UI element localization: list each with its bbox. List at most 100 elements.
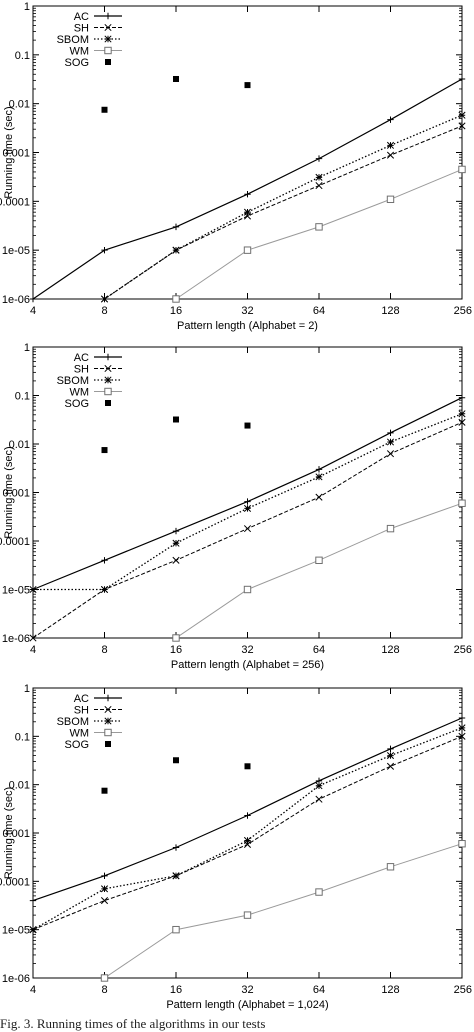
data-point-sbom [172, 539, 180, 547]
series-ac [29, 714, 466, 904]
y-tick-label: 0.0001 [0, 876, 30, 888]
x-tick-label: 32 [241, 305, 253, 317]
data-point-sbom [29, 585, 37, 594]
x-tick-label: 128 [381, 984, 399, 996]
series-sog [101, 416, 251, 454]
legend-label: WM [69, 46, 89, 58]
data-point-sh [100, 897, 109, 905]
series-line-wm [175, 502, 463, 639]
y-tick-label: 0.0001 [0, 536, 30, 548]
series-wm [172, 165, 466, 303]
legend-marker [104, 23, 112, 32]
data-point-wm [243, 246, 252, 254]
x-tick-label: 16 [170, 984, 182, 996]
x-tick-label: 4 [30, 305, 36, 317]
data-point-ac [29, 897, 37, 904]
y-tick-label: 1e-06 [2, 294, 30, 306]
legend-label: AC [74, 352, 89, 364]
series-sh [29, 418, 466, 642]
legend-marker [104, 728, 112, 737]
data-point-wm [386, 195, 395, 204]
data-point-sbom [172, 872, 180, 880]
x-tick-label: 256 [454, 305, 472, 317]
legend-marker [104, 376, 112, 384]
legend-label: SBOM [57, 34, 89, 46]
legend-label: SOG [65, 57, 89, 69]
legend-marker [104, 717, 112, 725]
y-tick-label: 1e-05 [2, 585, 30, 597]
data-point-sbom [386, 438, 395, 446]
chart-panel-1: 1e-06 1e-05 0.0001 0.001 0.01 0.1 1 4 8 16 32 64 128… [0, 1, 472, 332]
legend-label: SH [74, 705, 89, 717]
legend-label: AC [74, 11, 89, 23]
data-point-ac [387, 745, 394, 753]
y-tick-label: 1 [24, 342, 30, 354]
data-point-sog [244, 82, 251, 89]
data-point-sbom [458, 724, 466, 732]
data-point-sbom [29, 926, 37, 934]
plot-frame [32, 687, 463, 979]
data-point-sh [315, 182, 323, 190]
data-point-ac [315, 466, 323, 473]
y-tick-label: 0.1 [15, 391, 30, 403]
y-tick-label: 1e-06 [2, 973, 30, 985]
figure-caption: Fig. 3. Running times of the algorithms … [0, 1016, 266, 1031]
legend-label: SBOM [57, 375, 89, 387]
legend-marker [104, 12, 112, 20]
y-tick-label: 0.01 [9, 99, 30, 111]
data-point-sh [243, 525, 252, 533]
legend-marker [104, 353, 112, 361]
data-point-sbom [315, 473, 323, 481]
chart-panel-2: 1e-06 1e-05 0.0001 0.001 0.01 0.1 1 4 8 16 32 64 128… [0, 342, 472, 671]
x-tick-label: 8 [101, 644, 107, 656]
legend-marker [104, 364, 112, 373]
data-point-wm [315, 556, 323, 565]
y-axis-title: Running time (sec) [3, 446, 15, 538]
data-point-sbom [100, 295, 109, 303]
series-wm [100, 840, 466, 982]
y-tick-label: 0.001 [2, 828, 30, 840]
x-tick-label: 32 [241, 644, 253, 656]
data-point-sbom [243, 504, 252, 512]
y-tick-label: 0.1 [15, 50, 30, 62]
y-tick-label: 0.01 [9, 439, 30, 451]
legend-marker [105, 400, 111, 406]
legend-marker [104, 705, 112, 714]
x-tick-label: 256 [454, 644, 472, 656]
series-sbom [29, 410, 466, 594]
legend-label: SH [74, 23, 89, 35]
data-point-sog [101, 787, 108, 794]
legend-label: SOG [65, 398, 89, 410]
data-point-sbom [243, 836, 252, 845]
legend-marker [104, 694, 112, 702]
y-tick-label: 0.1 [15, 731, 30, 743]
series-line-ac [32, 717, 463, 902]
x-tick-label: 64 [313, 644, 325, 656]
data-point-sbom [315, 782, 323, 790]
data-point-wm [100, 974, 109, 982]
legend-marker [104, 46, 112, 55]
data-point-sbom [386, 752, 395, 760]
x-tick-label: 32 [241, 984, 253, 996]
data-point-ac [172, 223, 180, 231]
data-point-wm [315, 223, 323, 231]
series-wm [172, 499, 466, 642]
legend-label: WM [69, 387, 89, 399]
data-point-ac [172, 527, 180, 535]
data-point-sog [173, 757, 179, 764]
data-point-wm [172, 925, 180, 934]
series-sog [101, 75, 251, 113]
data-point-ac [244, 190, 251, 198]
y-axis-title: Running time (sec) [3, 106, 15, 198]
plot-frame [32, 346, 463, 639]
data-point-wm [172, 634, 180, 642]
data-point-ac [101, 872, 108, 880]
y-tick-label: 0.0001 [0, 196, 30, 208]
legend-marker [105, 59, 111, 65]
data-point-sh [458, 122, 466, 130]
data-point-sog [244, 422, 251, 429]
data-point-ac [387, 116, 394, 123]
data-point-sbom [386, 141, 395, 149]
x-tick-label: 16 [170, 644, 182, 656]
series-line-wm [175, 168, 463, 300]
